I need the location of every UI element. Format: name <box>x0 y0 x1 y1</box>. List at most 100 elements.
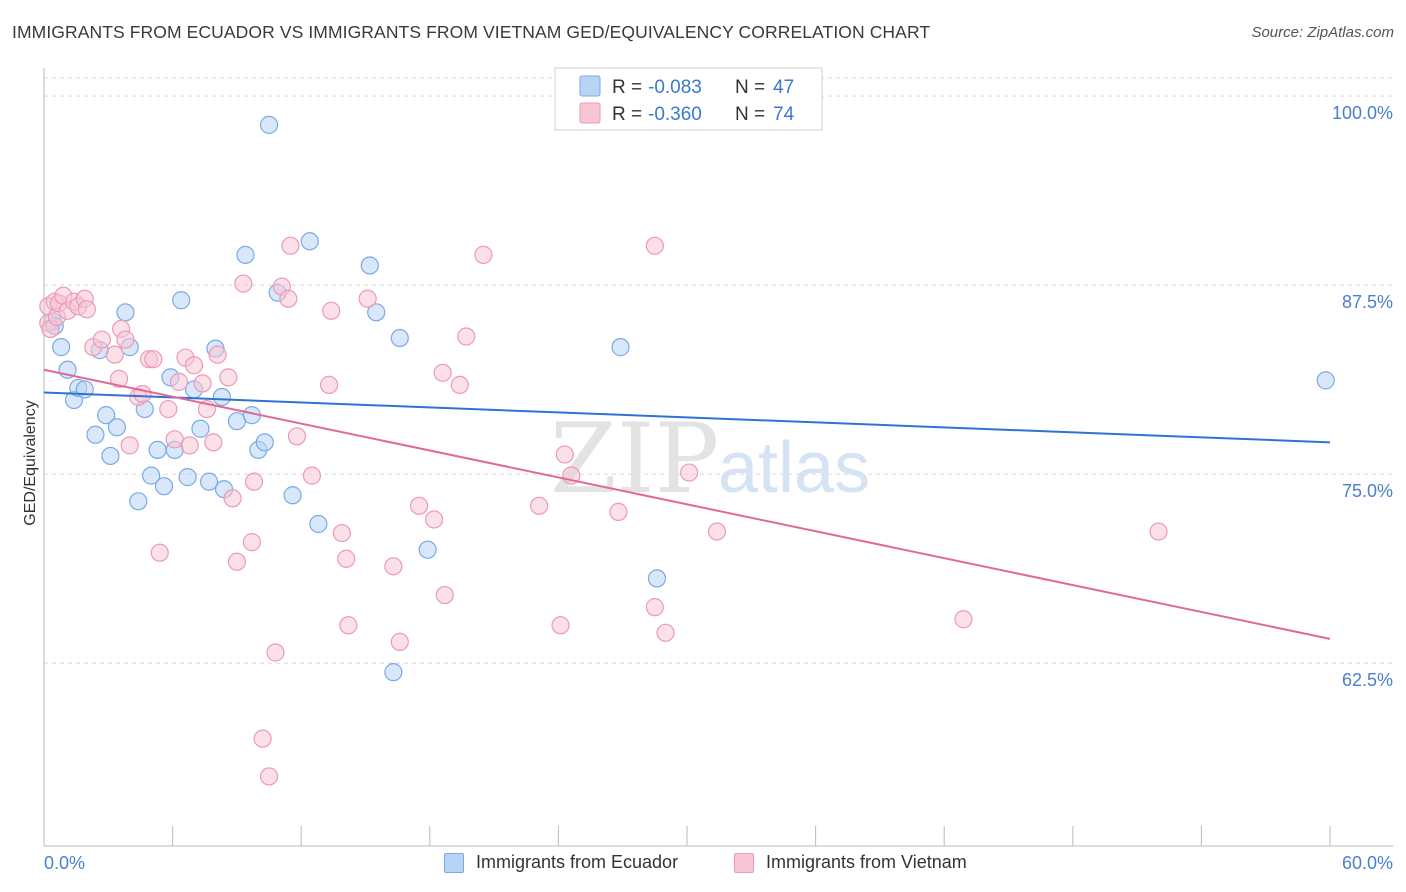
legend-swatch-vietnam <box>579 102 601 124</box>
vietnam-point <box>457 327 476 346</box>
source-label: Source: ZipAtlas.com <box>1251 24 1394 41</box>
ecuador-point <box>129 492 148 511</box>
ecuador-point <box>172 291 191 310</box>
vietnam-point <box>1149 522 1168 541</box>
vietnam-point <box>954 610 973 629</box>
y-tick-label: 100.0% <box>1332 103 1393 123</box>
vietnam-point <box>193 374 212 393</box>
ecuador-point <box>300 232 319 251</box>
vietnam-point <box>227 552 246 571</box>
vietnam-point <box>358 289 377 308</box>
legend-label-ecuador: Immigrants from Ecuador <box>476 852 679 872</box>
vietnam-point <box>384 557 403 576</box>
vietnam-point <box>390 632 409 652</box>
vietnam-point <box>302 466 322 485</box>
vietnam-point <box>435 585 454 605</box>
vietnam-point <box>234 274 253 293</box>
vietnam-point <box>266 643 285 662</box>
legend-vietnam-r-value: -0.360 <box>648 104 702 125</box>
vietnam-point <box>551 616 570 635</box>
vietnam-point <box>150 543 169 562</box>
watermark-zip: ZIP <box>550 403 719 515</box>
legend-top: R = -0.083 N = 47 R = -0.360 N = 74 <box>554 67 823 131</box>
vietnam-point <box>120 436 139 455</box>
vietnam-point <box>656 623 675 642</box>
vietnam-point <box>279 289 298 308</box>
vietnam-point <box>424 510 444 529</box>
vietnam-point <box>287 427 307 446</box>
series-ecuador-points <box>43 115 1335 682</box>
ecuador-point <box>255 433 274 452</box>
vietnam-trend-line <box>43 368 1331 640</box>
vietnam-point <box>530 496 549 515</box>
ecuador-point <box>101 446 120 466</box>
legend-bottom: Immigrants from Ecuador Immigrants from … <box>0 850 1406 880</box>
vietnam-point <box>184 356 204 375</box>
ecuador-point <box>212 387 231 407</box>
vietnam-point <box>180 436 199 455</box>
ecuador-point <box>52 338 71 357</box>
vietnam-point <box>242 533 262 552</box>
legend-item-ecuador: Immigrants from Ecuador <box>444 852 678 873</box>
legend-label-vietnam: Immigrants from Vietnam <box>766 852 967 872</box>
vietnam-point <box>77 300 96 319</box>
vietnam-point <box>259 767 279 786</box>
ecuador-point <box>142 466 161 485</box>
series-vietnam-points <box>39 236 1168 786</box>
legend-vietnam-n-label: N = <box>735 104 770 125</box>
ecuador-point <box>191 419 210 438</box>
ecuador-point <box>418 540 437 559</box>
trend-lines <box>43 368 1331 640</box>
y-tick-label: 87.5% <box>1342 292 1393 312</box>
ecuador-point <box>178 468 197 487</box>
vietnam-point <box>133 384 152 404</box>
vietnam-point <box>707 522 727 541</box>
vietnam-point <box>337 549 356 568</box>
x-tick-label: 60.0% <box>1342 853 1393 873</box>
vietnam-point <box>219 368 238 387</box>
watermark-atlas: atlas <box>718 428 870 508</box>
gridlines <box>44 77 1393 664</box>
ecuador-trend-line <box>43 391 1331 444</box>
x-tick-label: 0.0% <box>44 853 85 873</box>
vietnam-point <box>450 375 469 394</box>
ecuador-point <box>75 380 94 399</box>
ecuador-point <box>199 472 219 491</box>
ecuador-point <box>86 425 105 444</box>
ecuador-point <box>390 328 409 348</box>
chart-title: IMMIGRANTS FROM ECUADOR VS IMMIGRANTS FR… <box>12 22 931 42</box>
vietnam-point <box>645 236 664 255</box>
vietnam-point <box>609 502 628 521</box>
ecuador-point <box>107 418 126 437</box>
ecuador-point <box>360 256 379 275</box>
ecuador-point <box>647 569 667 588</box>
vietnam-point <box>116 330 135 349</box>
legend-swatch-ecuador <box>579 75 601 97</box>
legend-ecuador-r-value: -0.083 <box>648 77 702 98</box>
legend-swatch-ecuador <box>444 852 464 873</box>
vietnam-point <box>169 372 189 391</box>
y-tick-label: 75.0% <box>1342 481 1393 501</box>
vietnam-point <box>433 363 452 382</box>
vietnam-point <box>680 463 699 482</box>
vietnam-point <box>159 399 178 419</box>
vietnam-point <box>322 301 341 320</box>
ecuador-point <box>611 338 630 357</box>
vietnam-point <box>204 433 223 452</box>
axes <box>43 68 1393 847</box>
ecuador-point <box>154 477 174 496</box>
legend-ecuador-n-value: 47 <box>773 77 794 98</box>
ecuador-point <box>283 486 302 505</box>
watermark: ZIP atlas <box>550 403 870 515</box>
vietnam-point <box>281 236 300 255</box>
y-axis-label: GED/Equivalency <box>22 400 39 525</box>
legend-swatch-vietnam <box>734 852 754 873</box>
vietnam-point <box>223 489 242 508</box>
ecuador-point <box>384 663 403 682</box>
ecuador-point <box>367 303 386 322</box>
vietnam-point <box>244 472 264 491</box>
vietnam-point <box>109 369 129 388</box>
vietnam-point <box>474 245 493 264</box>
legend-ecuador-r-label: R = <box>612 77 647 98</box>
